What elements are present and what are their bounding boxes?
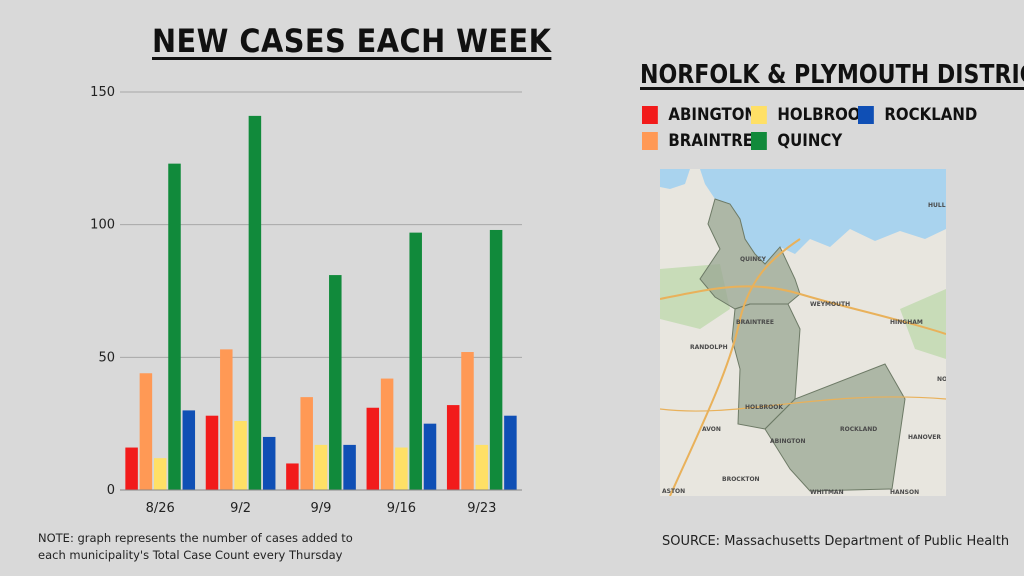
map-label-hingham: HINGHAM (890, 319, 923, 326)
map-label-hanson: HANSON (890, 489, 919, 496)
x-tick-label: 9/2 (230, 501, 251, 516)
x-tick-label: 9/23 (467, 501, 496, 516)
legend-item-abington: ABINGTON (642, 105, 757, 125)
legend-item-quincy: QUINCY (751, 131, 842, 151)
x-tick-label: 9/16 (387, 501, 416, 516)
y-tick-label: 0 (107, 483, 115, 498)
chart-note: NOTE: graph represents the number of cas… (38, 531, 353, 562)
y-tick-label: 100 (90, 218, 115, 233)
bar-holbrook-9/9 (314, 444, 328, 490)
legend-item-rockland: ROCKLAND (858, 105, 977, 125)
bar-holbrook-9/23 (475, 444, 489, 490)
y-tick-label: 50 (98, 350, 115, 365)
legend-item-braintree: BRAINTREE (642, 131, 763, 151)
bar-rockland-9/23 (504, 415, 517, 490)
bar-braintree-9/16 (380, 378, 394, 490)
map-green-area-2 (900, 289, 946, 359)
bar-abington-9/9 (286, 463, 299, 490)
map-label-holbrook: HOLBROOK (745, 404, 783, 411)
bar-braintree-9/23 (461, 352, 474, 490)
bar-braintree-9/9 (300, 397, 313, 490)
map-label-abington: ABINGTON (770, 438, 806, 445)
map-label-braintree: BRAINTREE (736, 319, 774, 326)
bar-rockland-8/26 (182, 410, 196, 490)
legend-label-holbrook: HOLBROOK (777, 105, 873, 125)
bar-rockland-9/9 (343, 444, 356, 490)
legend-swatch-braintree (642, 132, 658, 150)
map-abington-rockland-region (764, 363, 906, 492)
map-label-whitman: WHITMAN (810, 489, 844, 496)
legend-label-rockland: ROCKLAND (884, 105, 978, 125)
map-label-quincy: QUINCY (740, 256, 767, 263)
bar-rockland-9/16 (423, 423, 437, 490)
legend-swatch-holbrook (751, 106, 767, 124)
bar-quincy-9/23 (489, 229, 503, 490)
source-credit: SOURCE: Massachusetts Department of Publ… (662, 534, 1010, 549)
legend-title: NORFOLK & PLYMOUTH DISTRICT (640, 60, 1024, 90)
legend-swatch-abington (642, 106, 658, 124)
bar-rockland-9/2 (262, 436, 276, 490)
map-road (660, 396, 946, 412)
map-label-no: NO (937, 376, 946, 383)
bar-braintree-9/2 (220, 349, 233, 490)
bar-abington-9/2 (205, 415, 219, 490)
map-label-aston: ASTON (662, 488, 685, 495)
bar-quincy-9/16 (409, 232, 422, 491)
chart-title: NEW CASES EACH WEEK (152, 22, 552, 60)
map-water-2 (660, 169, 690, 189)
map-label-brockton: BROCKTON (722, 476, 760, 483)
legend-swatch-quincy (751, 132, 767, 150)
bar-abington-9/16 (366, 407, 380, 490)
map-label-avon: AVON (702, 426, 721, 433)
bar-abington-8/26 (125, 447, 138, 490)
map-label-hull: HULL (928, 202, 946, 209)
map-highway-2 (669, 238, 801, 496)
y-tick-label: 150 (90, 85, 115, 100)
bar-holbrook-9/2 (234, 421, 247, 490)
district-map: QUINCY WEYMOUTH BRAINTREE RANDOLPH HINGH… (660, 169, 946, 496)
legend-item-holbrook: HOLBROOK (751, 105, 872, 125)
bar-quincy-9/9 (329, 275, 342, 490)
map-label-hanover: HANOVER (908, 434, 941, 441)
legend-swatch-rockland (858, 106, 874, 124)
x-tick-label: 9/9 (311, 501, 332, 516)
legend-label-quincy: QUINCY (777, 131, 843, 151)
bar-holbrook-9/16 (395, 447, 408, 490)
map-highway (660, 285, 946, 335)
map-label-randolph: RANDOLPH (690, 344, 728, 351)
bar-quincy-9/2 (248, 115, 262, 490)
bar-holbrook-8/26 (153, 458, 167, 490)
x-tick-label: 8/26 (146, 501, 175, 516)
legend-label-abington: ABINGTON (668, 105, 757, 125)
bar-abington-9/23 (446, 405, 460, 490)
map-label-rockland: ROCKLAND (840, 426, 877, 433)
bar-braintree-8/26 (139, 373, 153, 490)
bar-quincy-8/26 (168, 163, 181, 490)
map-water (700, 169, 946, 264)
map-label-weymouth: WEYMOUTH (810, 301, 850, 308)
legend-label-braintree: BRAINTREE (668, 131, 764, 151)
